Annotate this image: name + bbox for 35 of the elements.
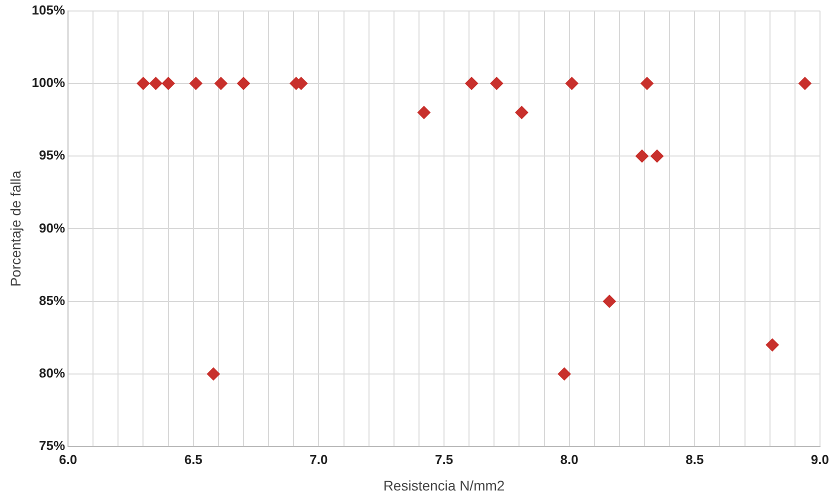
x-tick-label: 8.5 — [686, 452, 704, 467]
x-tick-label: 7.0 — [310, 452, 328, 467]
x-axis-title: Resistencia N/mm2 — [383, 477, 505, 494]
y-tick-label: 80% — [39, 366, 66, 381]
point — [515, 106, 528, 119]
point — [565, 76, 578, 90]
point — [490, 76, 504, 90]
y-tick-label: 105% — [32, 2, 66, 18]
point — [650, 150, 664, 163]
x-tick-label: 8.0 — [560, 452, 578, 467]
x-tick-label: 6.5 — [184, 452, 202, 467]
y-tick-label: 90% — [39, 220, 66, 236]
y-tick-label: 75% — [39, 438, 66, 454]
point — [640, 76, 654, 90]
point — [236, 76, 250, 90]
point — [558, 367, 571, 380]
point — [798, 76, 812, 90]
point — [206, 367, 220, 380]
point — [149, 76, 162, 90]
point — [602, 294, 616, 308]
x-tick-label: 9.0 — [810, 452, 830, 467]
x-tick-label: 7.5 — [434, 452, 454, 467]
point — [189, 76, 202, 90]
x-tick-label: 6.0 — [59, 452, 78, 467]
point — [636, 150, 649, 163]
point — [162, 76, 175, 90]
y-axis-title: Porcentaje de falla — [7, 170, 24, 287]
y-tick-label: 95% — [39, 148, 66, 163]
point — [465, 76, 478, 90]
y-tick-label: 100% — [32, 75, 66, 90]
point — [214, 76, 228, 90]
point — [766, 338, 779, 352]
point — [417, 106, 430, 119]
point — [136, 76, 150, 90]
y-tick-label: 85% — [39, 292, 66, 308]
